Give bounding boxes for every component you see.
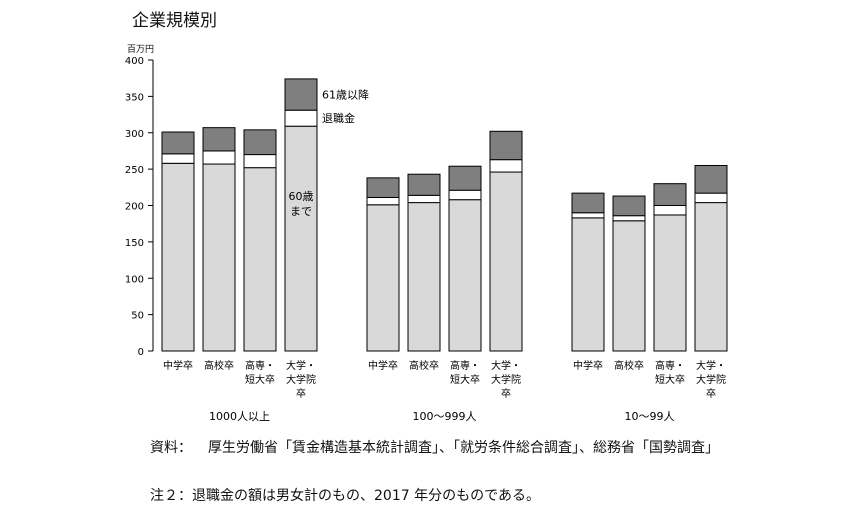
bar-segment-after61	[407, 173, 441, 196]
series-label-61-plus: 61歳以降	[322, 88, 369, 102]
series-label-retirement: 退職金	[322, 111, 355, 125]
category-label: 高専・	[655, 359, 685, 372]
category-label: 大学院	[286, 373, 316, 386]
bar-segment-until60	[243, 167, 277, 352]
category-label: 中学卒	[368, 359, 398, 372]
bar-segment-retirement	[161, 153, 195, 164]
source-label: 資料：	[150, 440, 192, 456]
bar-segment-retirement	[612, 215, 646, 222]
group-label: 1000人以上	[209, 410, 270, 423]
y-axis-unit: 百万円	[127, 45, 155, 55]
bar-segment-after61	[243, 129, 277, 156]
category-label: 高専・	[450, 359, 480, 372]
category-label: 卒	[501, 387, 511, 400]
bar-segment-retirement	[407, 194, 441, 204]
group-label: 100～999人	[413, 410, 477, 423]
category-label: 大学・	[696, 359, 726, 372]
bar-segment-retirement	[694, 192, 728, 204]
category-label: 高校卒	[409, 359, 439, 372]
bar-segment-after61	[284, 78, 318, 111]
y-tick-label: 350	[125, 92, 144, 103]
bar-segment-retirement	[284, 109, 318, 127]
category-label: 高専・	[245, 359, 275, 372]
y-tick-label: 250	[125, 165, 144, 176]
bar-segment-after61	[366, 177, 400, 198]
bar-segment-retirement	[366, 196, 400, 206]
category-label: 短大卒	[450, 373, 480, 386]
series-label-until-60: 60歳	[289, 190, 314, 203]
bar-segment-retirement	[653, 205, 687, 216]
bar-segment-after61	[448, 165, 482, 191]
y-tick-label: 200	[125, 202, 144, 213]
bar-segment-until60	[694, 202, 728, 352]
bar-segment-until60	[571, 217, 605, 352]
category-label: 高校卒	[614, 359, 644, 372]
category-label: 卒	[706, 387, 716, 400]
bar-segment-after61	[694, 164, 728, 194]
category-label: 中学卒	[573, 359, 603, 372]
y-tick-label: 400	[125, 56, 144, 67]
chart-title: 企業規模別	[132, 11, 217, 31]
bar-segment-after61	[653, 183, 687, 207]
bar-segment-after61	[161, 131, 195, 155]
bar-segment-retirement	[202, 150, 236, 165]
series-label-until-60: まで	[290, 205, 312, 218]
bar-segment-retirement	[489, 159, 523, 173]
bar-segment-until60	[284, 125, 318, 352]
bar-segment-until60	[407, 202, 441, 352]
bar-segment-until60	[161, 162, 195, 352]
bar-segment-until60	[366, 204, 400, 352]
bar-segment-until60	[653, 214, 687, 352]
y-tick-label: 0	[138, 347, 144, 358]
bar-segment-until60	[448, 199, 482, 352]
bar-segment-until60	[202, 163, 236, 352]
bar-segment-after61	[612, 195, 646, 217]
bar-segment-retirement	[448, 189, 482, 201]
category-label: 大学院	[491, 373, 521, 386]
category-label: 大学・	[491, 359, 521, 372]
group-label: 10～99人	[625, 410, 675, 423]
y-tick-label: 150	[125, 238, 144, 249]
bar-segment-until60	[612, 220, 646, 352]
y-tick-label: 50	[131, 311, 144, 322]
bar-segment-retirement	[571, 212, 605, 219]
category-label: 中学卒	[163, 359, 193, 372]
bar-segment-after61	[202, 127, 236, 152]
category-label: 短大卒	[245, 373, 275, 386]
category-label: 大学・	[286, 359, 316, 372]
bar-segment-after61	[489, 130, 523, 161]
category-label: 大学院	[696, 373, 726, 386]
category-label: 卒	[296, 387, 306, 400]
category-label: 短大卒	[655, 373, 685, 386]
bar-segment-after61	[571, 192, 605, 214]
source-text: 厚生労働省「賃金構造基本統計調査」、「就労条件総合調査」、総務省「国勢調査」	[208, 440, 719, 456]
bar-segment-until60	[489, 171, 523, 352]
note-2: 注２：退職金の額は男女計のもの、2017 年分のものである。	[150, 488, 540, 504]
bar-segment-retirement	[243, 154, 277, 169]
y-tick-label: 100	[125, 274, 144, 285]
y-tick-label: 300	[125, 129, 144, 140]
category-label: 高校卒	[204, 359, 234, 372]
